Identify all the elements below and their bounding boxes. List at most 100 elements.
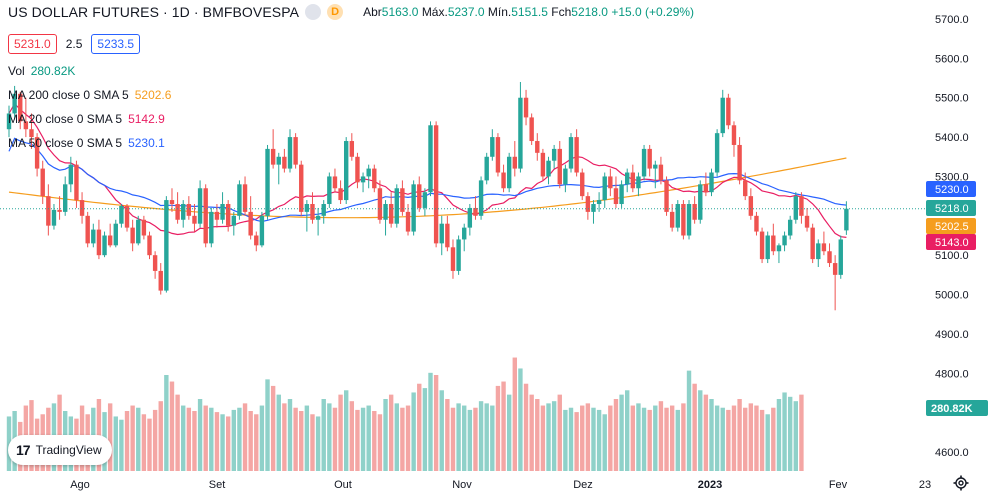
volume-bar (119, 419, 124, 471)
price-tag-label: 5218.0 (935, 203, 969, 215)
indicator-value: 5230.1 (128, 136, 165, 150)
candle-body (512, 156, 517, 169)
volume-bar (321, 399, 326, 471)
indicator-volume[interactable]: Vol 280.82K (8, 64, 75, 78)
candle-body (231, 215, 236, 226)
indicator-ma20[interactable]: MA 20 close 0 SMA 5 5142.9 (8, 112, 165, 126)
volume-bar (169, 381, 175, 471)
volume-bar (338, 394, 343, 471)
volume-bar (664, 407, 669, 471)
volume-bar (720, 407, 725, 471)
candle-body (85, 215, 90, 244)
volume-bar (141, 414, 147, 471)
volume-bar (372, 411, 377, 471)
volume-bar (647, 409, 652, 471)
volume-bar (653, 405, 658, 471)
volume-bar (327, 403, 332, 471)
candle-body (608, 176, 613, 189)
candle-body (164, 200, 169, 291)
candle-body (74, 164, 79, 201)
candle-body (310, 204, 315, 220)
indicator-value: 280.82K (30, 64, 76, 78)
volume-bar (490, 405, 495, 471)
candle-body (192, 215, 197, 224)
volume-bar (147, 418, 152, 471)
low-label: Mín. (487, 5, 512, 19)
volume-bar (546, 403, 551, 471)
indicator-ma50[interactable]: MA 50 close 0 SMA 5 5230.1 (8, 136, 165, 150)
volume-bar (636, 403, 641, 471)
candle-body (141, 219, 147, 236)
volume-bar (563, 409, 568, 471)
candle-body (838, 239, 843, 275)
candle-body (641, 148, 647, 177)
candle-body (304, 204, 310, 212)
volume-bar (484, 403, 489, 471)
candle-body (551, 148, 557, 161)
candle-body (18, 93, 23, 122)
ma200-line (8, 157, 847, 219)
buy-price-button[interactable]: 5233.5 (91, 34, 141, 54)
candle-body (372, 168, 377, 189)
volume-bar (299, 411, 304, 471)
volume-bar (220, 414, 225, 471)
candle-body (276, 156, 281, 165)
price-tag (926, 234, 976, 250)
candle-body (417, 184, 422, 208)
candle-body (338, 188, 343, 201)
volume-bar (259, 405, 265, 471)
tradingview-logo[interactable]: 17 TradingView (8, 435, 112, 465)
volume-bar (759, 409, 765, 471)
volume-bar (591, 407, 596, 471)
volume-bar (506, 394, 512, 471)
volume-bar (450, 407, 456, 471)
more-dots-icon[interactable] (305, 4, 322, 20)
price-tick-label: 5600.0 (935, 53, 969, 65)
candle-body (793, 196, 798, 220)
volume-bar (265, 379, 270, 471)
candle-body (523, 97, 529, 118)
volume-bar (692, 383, 697, 471)
volume-bar (478, 401, 484, 471)
candle-body (714, 133, 720, 173)
volume-bar (501, 381, 506, 471)
volume-bar (462, 405, 467, 471)
candle-body (776, 245, 782, 252)
candle-body (832, 263, 838, 275)
volume-bar (293, 407, 298, 471)
symbol-title[interactable]: US DOLLAR FUTURES · 1D · BMFBOVESPA (8, 4, 300, 20)
volume-bar (580, 405, 585, 471)
volume-bar (765, 414, 770, 471)
volume-bar (743, 407, 748, 471)
indicator-value: 5202.6 (134, 88, 172, 102)
price-tag-label: 5143.0 (935, 237, 969, 249)
volume-bar (175, 394, 180, 471)
candle-body (152, 255, 158, 271)
volume-bar (754, 405, 759, 471)
volume-bar (270, 385, 276, 471)
price-tick-label: 5500.0 (935, 93, 969, 105)
candle-body (596, 200, 602, 205)
candle-body (765, 235, 770, 260)
candle-body (270, 148, 276, 165)
volume-bar (523, 383, 529, 471)
volume-bar (225, 416, 231, 471)
price-tick-label: 4600.0 (935, 447, 969, 459)
candle-body (709, 172, 714, 193)
candle-body (248, 211, 253, 236)
sell-price-button[interactable]: 5231.0 (8, 34, 57, 54)
volume-bar (630, 405, 636, 471)
indicator-ma200[interactable]: MA 200 close 0 SMA 5 5202.6 (8, 88, 171, 102)
candle-body (394, 188, 399, 224)
volume-bar (405, 405, 411, 471)
volume-bar (714, 405, 720, 471)
gear-icon[interactable] (953, 475, 969, 491)
candle-body (821, 243, 827, 252)
candle-body (23, 121, 29, 130)
volume-bar (254, 414, 259, 471)
logo-text: TradingView (35, 443, 102, 457)
candle-body (51, 209, 57, 226)
candle-body (698, 184, 703, 220)
